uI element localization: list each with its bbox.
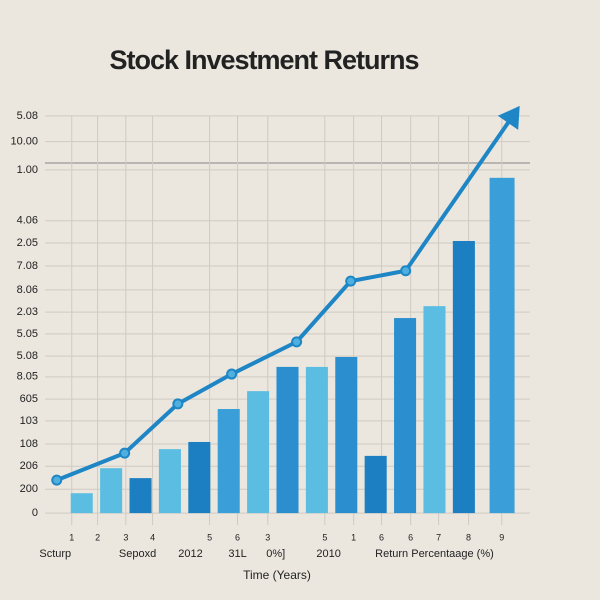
bar [452,240,475,514]
x-tick-label: 6 [235,532,240,542]
chart-title: Stock Investment Returns [109,45,418,75]
y-tick-label: 8.05 [17,371,38,383]
x-tick-label: 8 [466,532,471,542]
x-category-label: Scturp [39,548,71,560]
y-tick-label: 103 [20,415,38,427]
x-tick-label: 1 [69,532,74,542]
bar [158,449,181,514]
x-category-label: 2010 [316,548,340,560]
x-tick-label: 1 [351,532,356,542]
line-point [119,447,131,459]
arrow-head [497,105,520,130]
x-tick-label: 3 [123,532,128,542]
line-point [291,336,303,348]
bar [423,306,446,514]
line-point [226,368,238,380]
y-tick-label: 5.08 [17,350,38,362]
y-tick-label: 0 [32,507,38,519]
x-tick-label: 3 [265,532,270,542]
line [56,116,514,482]
bar [70,493,93,514]
bar [217,409,240,514]
x-tick-label: 5 [322,532,327,542]
line-point [400,265,412,277]
line-point [172,398,184,410]
line-point [51,474,63,486]
x-tick-label: 5 [207,532,212,542]
x-category-label: 2012 [178,548,202,560]
bar [489,177,515,514]
y-tick-label: 108 [20,438,38,450]
x-tick-label: 2 [95,532,100,542]
y-tick-label: 1.00 [17,164,38,176]
bar [335,356,358,514]
y-tick-label: 5.05 [17,328,38,340]
y-tick-label: 4.06 [17,215,38,227]
x-category-label: Sepoxd [119,548,156,560]
x-tick-label: 6 [379,532,384,542]
bar [276,366,299,514]
y-tick-label: 5.08 [17,110,38,122]
x-category-label: 0%] [266,548,285,560]
y-tick-label: 7.08 [17,260,38,272]
y-tick-label: 605 [20,393,38,405]
bar [394,318,417,514]
y-tick-label: 2.03 [17,306,38,318]
y-tick-label: 206 [20,460,38,472]
y-tick-label: 2.05 [17,237,38,249]
x-tick-label: 7 [436,532,441,542]
x-axis-label: Time (Years) [243,568,311,582]
bar [129,478,152,514]
line-point [345,275,357,287]
x-tick-label: 9 [499,532,504,542]
bar [305,366,328,514]
bar [188,441,211,514]
x-tick-label: 4 [150,532,155,542]
x-category-label: 31L [228,548,246,560]
x-tick-label: 6 [408,532,413,542]
bar [364,455,387,514]
y-tick-label: 8.06 [17,284,38,296]
y-tick-label: 10.00 [10,136,38,148]
x-category-label: Return Percentaage (%) [375,548,494,560]
bar [100,468,123,514]
bar [247,391,270,514]
y-tick-label: 200 [20,483,38,495]
